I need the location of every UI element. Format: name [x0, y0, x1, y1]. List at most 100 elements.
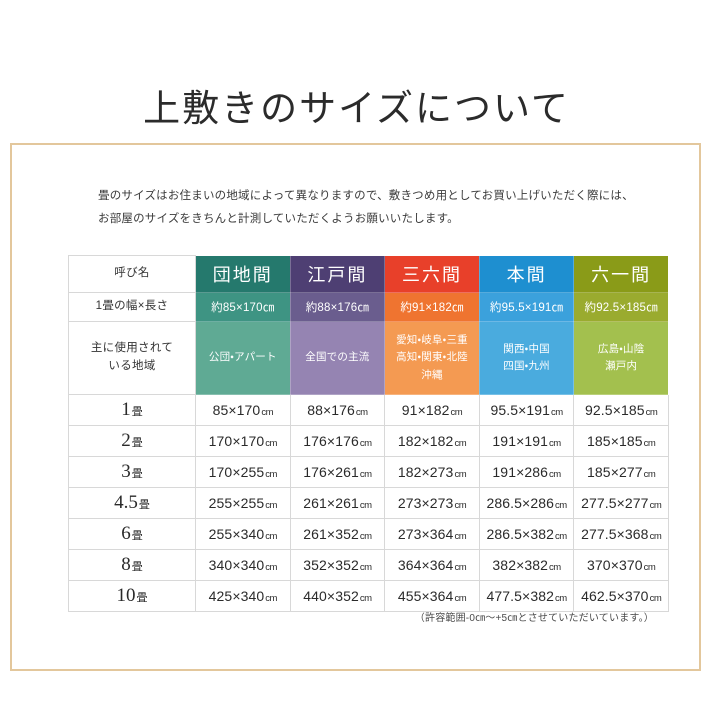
jo-count: 3 [121, 461, 131, 483]
jo-count: 2 [121, 430, 131, 452]
cell-width: 88 [307, 402, 323, 418]
cell-unit: cm [454, 593, 467, 604]
region-line: 全国での主流 [305, 351, 370, 364]
cell-0-1: 88×176cm [289, 394, 386, 426]
cell-unit: cm [265, 438, 277, 449]
cell-height: 255 [240, 495, 265, 511]
region-line: 四国・九州 [503, 360, 550, 372]
cell-4-4: 277.5×368cm [573, 518, 669, 550]
column-header-4: 六一間 [573, 255, 669, 293]
cell-unit: cm [454, 562, 467, 573]
multiply-sign: × [616, 495, 625, 511]
multiply-sign: × [522, 495, 531, 511]
cell-3-3: 286.5×286cm [478, 487, 575, 519]
cell-unit: cm [554, 593, 567, 604]
table-row: 6畳 255×340cm 261×352cm 273×364cm 286.5×382cm… [68, 518, 669, 550]
cell-width: 273 [397, 495, 422, 511]
cell-width: 286.5 [486, 526, 523, 542]
page-title: 上敷きのサイズについて [143, 89, 570, 130]
multiply-sign: × [326, 495, 336, 511]
cell-height: 277 [624, 495, 649, 511]
cell-width: 425 [208, 588, 233, 604]
cell-unit: cm [454, 438, 467, 449]
jo-unit: 畳 [136, 592, 148, 605]
multiply-sign: × [610, 557, 619, 573]
multiply-sign: × [421, 557, 430, 573]
cell-height: 364 [429, 588, 454, 604]
cell-height: 364 [429, 526, 454, 542]
row-label-jo-2: 3畳 [68, 456, 196, 488]
multiply-sign: × [232, 464, 241, 480]
cell-unit: cm [359, 562, 372, 573]
cell-width: 170 [208, 464, 233, 480]
cell-height: 352 [335, 588, 359, 604]
cell-unit: cm [359, 438, 372, 449]
cell-width: 176 [303, 433, 327, 449]
cell-5-3: 382×382cm [478, 549, 575, 581]
column-header-3: 本間 [478, 255, 575, 293]
cell-unit: cm [265, 469, 277, 480]
multiply-sign: × [417, 402, 426, 418]
cell-unit: cm [645, 407, 658, 418]
cell-unit: cm [359, 593, 372, 604]
jo-count: 10 [116, 585, 136, 607]
region-cell-2: 愛知・岐阜・三重 高知・関東・北陸 沖縄 [384, 321, 480, 395]
jo-unit: 畳 [131, 561, 143, 574]
region-line: 広島・山陰 [597, 342, 645, 355]
cell-unit: cm [265, 562, 277, 573]
cell-unit: cm [454, 500, 467, 511]
cell-unit: cm [549, 562, 561, 573]
multiply-sign: × [322, 402, 332, 418]
multiply-sign: × [326, 588, 336, 604]
multiply-sign: × [232, 557, 241, 573]
table-row: 8畳 340×340cm 352×352cm 364×364cm 382×382cm 37… [68, 549, 669, 581]
tolerance-footnote: （許容範囲-0㎝〜+5㎝とさせていただいています。） [414, 613, 654, 624]
cell-height: 286 [530, 495, 554, 511]
cell-width: 255 [208, 495, 233, 511]
cell-width: 352 [303, 557, 327, 573]
row-label-jo-4: 6畳 [68, 518, 196, 550]
cell-height: 370 [618, 557, 643, 573]
row-label-jo-3: 4.5畳 [68, 487, 196, 519]
table-row-names: 呼び名 団地間 江戸間 三六間 本間 六一間 [68, 255, 669, 293]
cell-height: 255 [240, 464, 265, 480]
cell-height: 170 [240, 433, 265, 449]
cell-unit: cm [359, 531, 372, 542]
cell-height: 340 [240, 588, 265, 604]
multiply-sign: × [421, 495, 430, 511]
cell-unit: cm [454, 531, 467, 542]
cell-width: 191 [492, 464, 517, 480]
cell-2-4: 185×277cm [573, 456, 669, 488]
cell-1-0: 170×170cm [195, 425, 291, 457]
multiply-sign: × [518, 402, 527, 418]
cell-4-0: 255×340cm [195, 518, 291, 550]
cell-6-4: 462.5×370cm [573, 580, 669, 612]
cell-width: 286.5 [486, 495, 523, 511]
region-line: 関西・中国 [503, 342, 550, 355]
multiply-sign: × [516, 464, 525, 480]
column-header-0: 団地間 [195, 255, 291, 293]
cell-height: 368 [624, 526, 649, 542]
cell-unit: cm [649, 500, 662, 511]
cell-height: 182 [429, 433, 454, 449]
region-cell-0: 公団・アパート [195, 321, 291, 395]
table-row: 1畳 85×170cm 88×176cm 91×182cm 95.5×191cm 92.5… [68, 394, 669, 426]
table-row: 3畳 170×255cm 176×261cm 182×273cm 191×286cm 18… [68, 456, 669, 488]
jo-count: 4.5 [114, 492, 138, 514]
cell-width: 261 [303, 495, 327, 511]
cell-5-0: 340×340cm [195, 549, 291, 581]
multiply-sign: × [326, 526, 336, 542]
region-line: 愛知・岐阜・三重 [396, 334, 468, 347]
cell-unit: cm [551, 407, 563, 418]
cell-height: 382 [530, 526, 554, 542]
cell-2-3: 191×286cm [478, 456, 575, 488]
column-header-1: 江戸間 [289, 255, 386, 293]
multiply-sign: × [232, 526, 241, 542]
cell-unit: cm [359, 469, 372, 480]
jo-unit: 畳 [138, 499, 150, 512]
cell-4-2: 273×364cm [384, 518, 480, 550]
cell-3-2: 273×273cm [384, 487, 480, 519]
cell-height: 176 [335, 433, 359, 449]
row-label-jo-0: 1畳 [68, 394, 196, 426]
cell-height: 191 [524, 433, 549, 449]
